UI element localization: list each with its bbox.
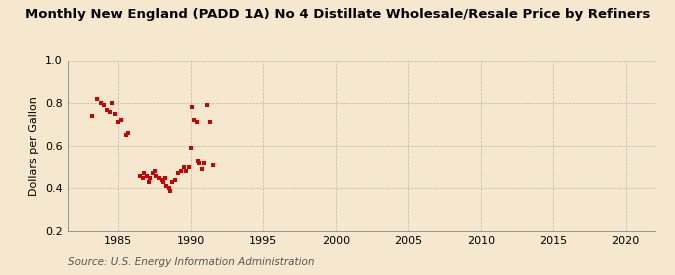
Point <box>87 114 98 118</box>
Point <box>184 165 194 169</box>
Point <box>187 105 198 109</box>
Point <box>163 186 174 191</box>
Point <box>191 120 202 125</box>
Point <box>144 175 155 180</box>
Point <box>104 109 115 114</box>
Point <box>115 118 126 122</box>
Text: Source: U.S. Energy Information Administration: Source: U.S. Energy Information Administ… <box>68 257 314 267</box>
Point <box>120 133 131 137</box>
Point <box>149 169 160 174</box>
Point <box>139 171 150 176</box>
Point <box>110 112 121 116</box>
Y-axis label: Dollars per Gallon: Dollars per Gallon <box>29 96 39 196</box>
Point <box>99 103 109 108</box>
Point <box>194 161 205 165</box>
Point <box>169 178 180 182</box>
Point <box>201 103 212 108</box>
Point <box>143 180 154 184</box>
Point <box>148 171 159 176</box>
Point <box>138 175 148 180</box>
Point <box>165 188 176 193</box>
Point <box>107 101 118 105</box>
Point <box>123 131 134 135</box>
Point <box>151 173 161 178</box>
Point <box>159 175 170 180</box>
Point <box>95 101 106 105</box>
Point <box>157 178 167 182</box>
Point <box>101 107 112 112</box>
Point <box>158 180 169 184</box>
Point <box>192 158 203 163</box>
Point <box>176 169 186 174</box>
Point <box>198 161 209 165</box>
Point <box>167 180 178 184</box>
Point <box>188 118 199 122</box>
Point <box>91 97 102 101</box>
Point <box>178 165 189 169</box>
Point <box>172 171 183 176</box>
Point <box>134 173 145 178</box>
Point <box>113 120 124 125</box>
Point <box>153 175 164 180</box>
Point <box>161 184 171 188</box>
Point <box>142 173 153 178</box>
Point <box>197 167 208 171</box>
Point <box>205 120 215 125</box>
Text: Monthly New England (PADD 1A) No 4 Distillate Wholesale/Resale Price by Refiners: Monthly New England (PADD 1A) No 4 Disti… <box>25 8 650 21</box>
Point <box>181 169 192 174</box>
Point <box>186 146 196 150</box>
Point <box>207 163 218 167</box>
